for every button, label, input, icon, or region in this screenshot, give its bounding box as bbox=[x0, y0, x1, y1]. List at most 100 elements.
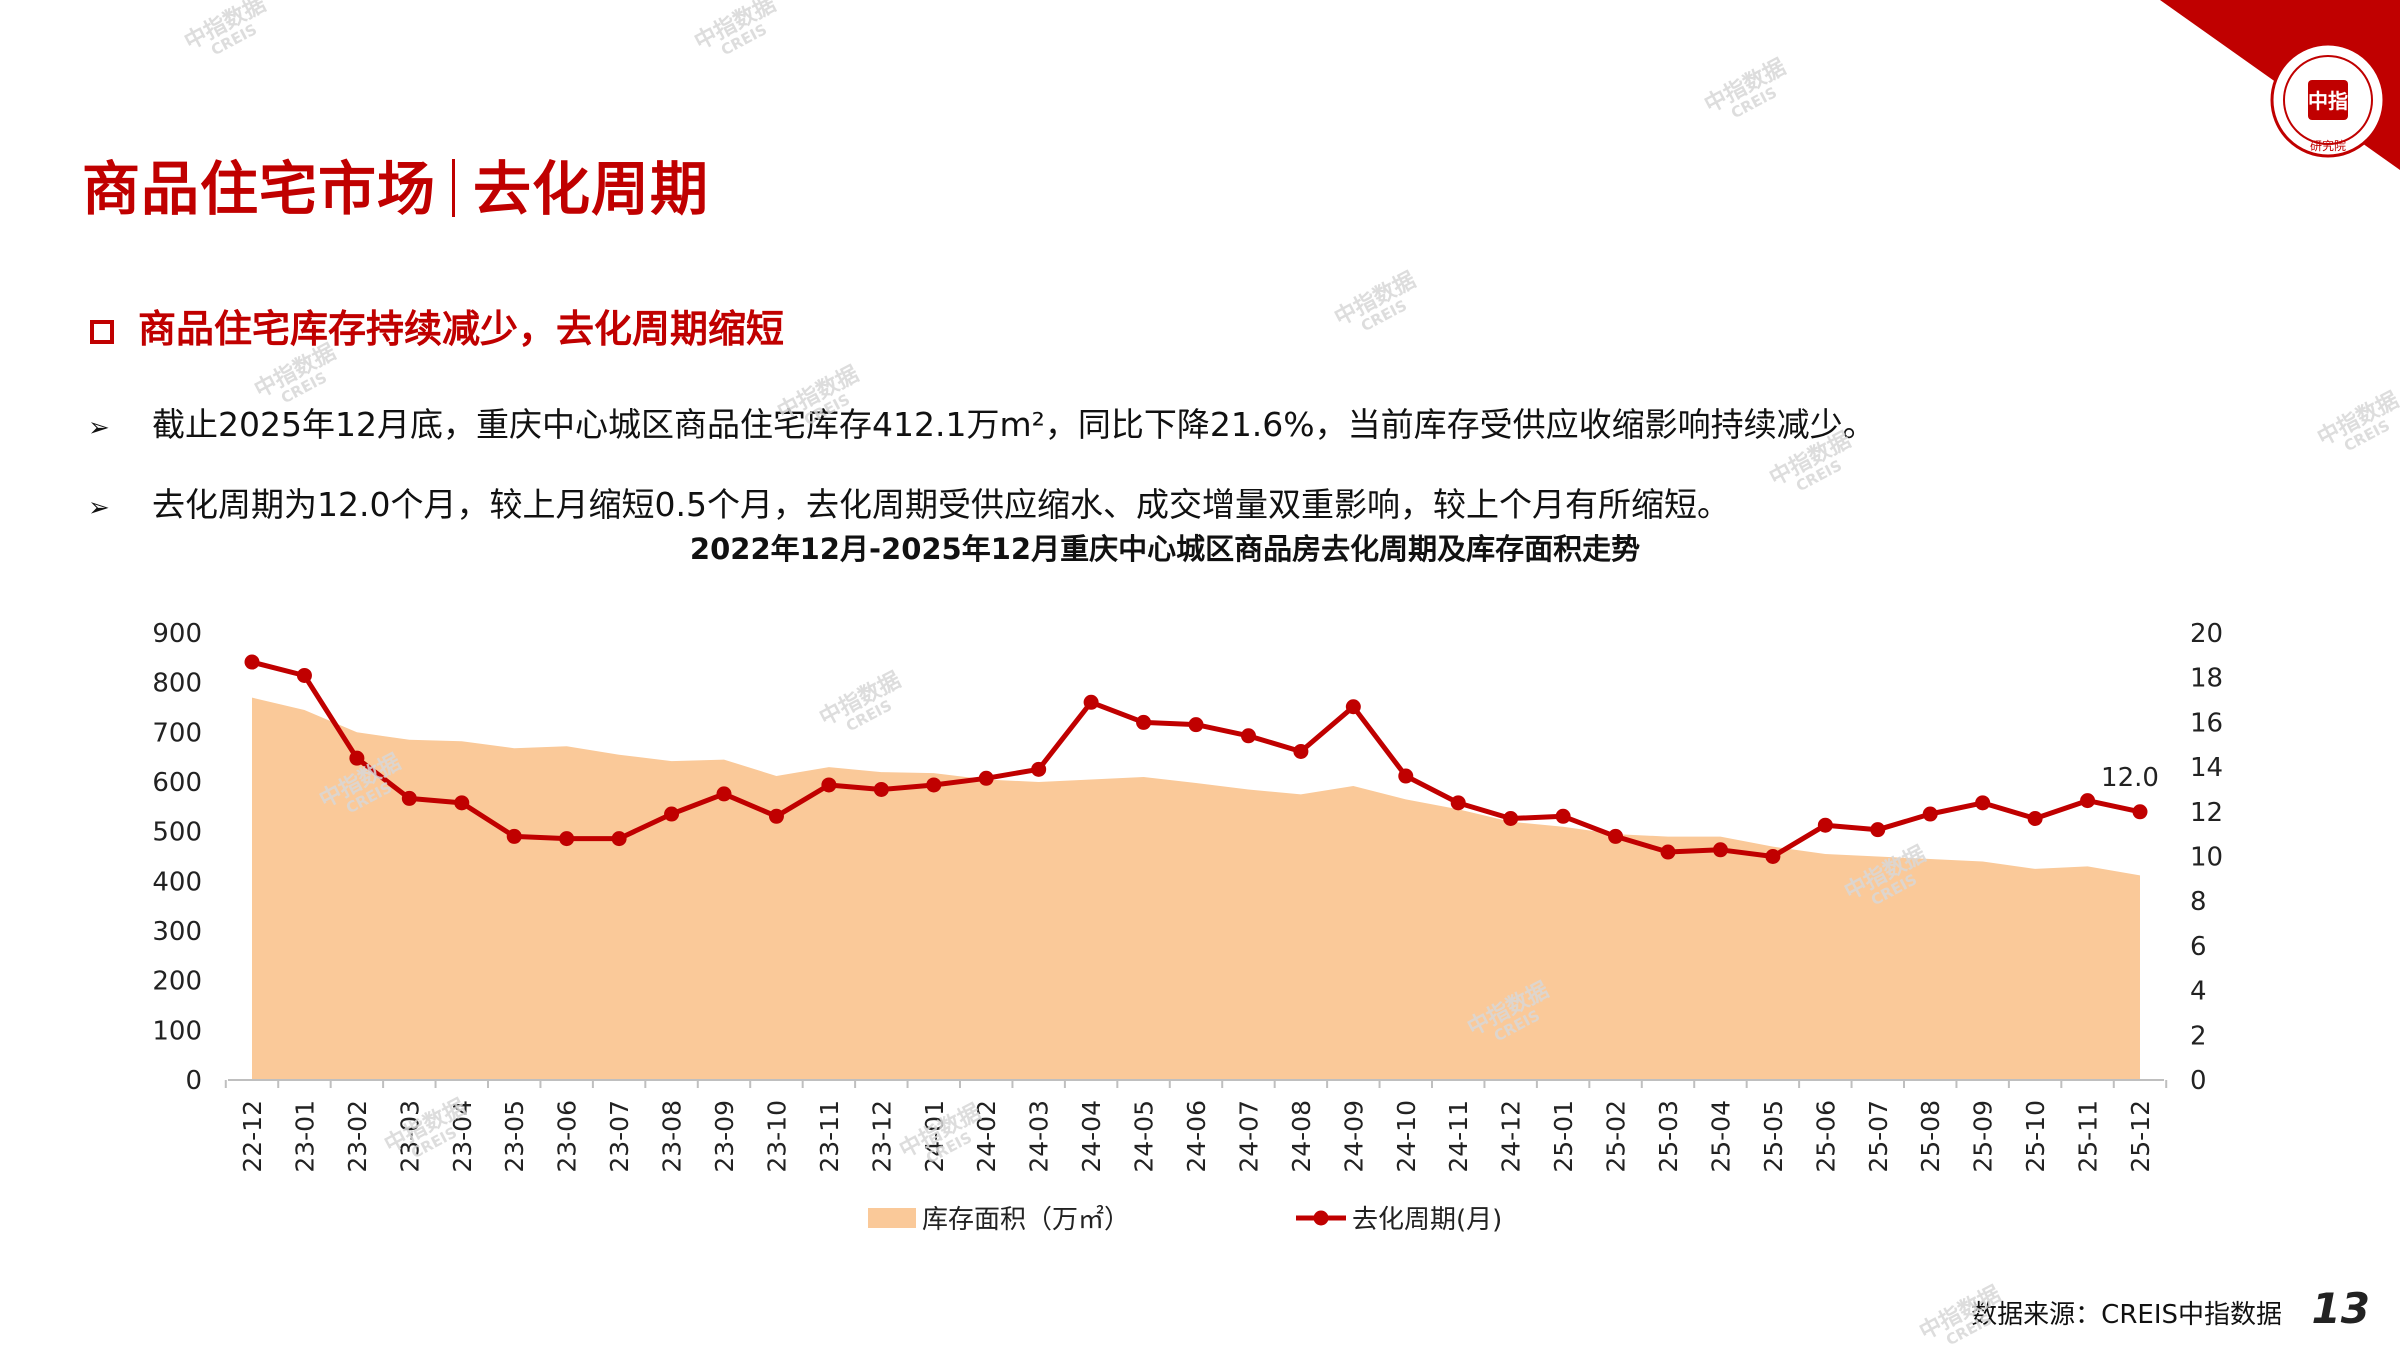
x-tick-label: 24-01 bbox=[920, 1100, 949, 1173]
x-tick-label: 25-04 bbox=[1706, 1100, 1735, 1173]
brand-seal-center: 中指 bbox=[2308, 89, 2348, 113]
y-left-tick-label: 0 bbox=[185, 1066, 202, 1096]
source-note: 数据来源：CREIS中指数据 bbox=[1971, 1300, 2282, 1330]
chart-title: 2022年12月-2025年12月重庆中心城区商品房去化周期及库存面积走势 bbox=[689, 532, 1641, 566]
x-tick-label: 23-03 bbox=[395, 1100, 424, 1173]
turnover-period-point bbox=[1503, 811, 1519, 827]
y-right-tick-label: 8 bbox=[2190, 887, 2207, 917]
y-right-tick-label: 12 bbox=[2190, 798, 2223, 828]
turnover-period-point bbox=[244, 654, 260, 670]
turnover-period-point bbox=[716, 786, 732, 802]
turnover-period-point bbox=[1922, 806, 1938, 822]
page-title: 商品住宅市场 去化周期 bbox=[82, 142, 709, 226]
x-tick-label: 25-07 bbox=[1864, 1100, 1893, 1173]
y-left-tick-label: 200 bbox=[152, 967, 202, 997]
x-tick-label: 25-06 bbox=[1811, 1100, 1840, 1173]
x-tick-label: 24-05 bbox=[1130, 1100, 1159, 1173]
arrow-bullet-icon: ➢ bbox=[88, 493, 110, 523]
x-tick-label: 25-08 bbox=[1916, 1100, 1945, 1173]
y-right-tick-label: 10 bbox=[2190, 843, 2223, 873]
legend-area-label: 库存面积（万㎡） bbox=[922, 1205, 1130, 1235]
legend-line-marker bbox=[1313, 1210, 1329, 1226]
x-tick-label: 24-11 bbox=[1444, 1100, 1473, 1173]
x-tick-label: 23-08 bbox=[658, 1100, 687, 1173]
x-tick-label: 22-12 bbox=[238, 1100, 267, 1173]
turnover-period-point bbox=[1345, 699, 1361, 715]
x-tick-label: 23-05 bbox=[500, 1100, 529, 1173]
turnover-period-point bbox=[1450, 795, 1466, 811]
title-divider bbox=[452, 159, 456, 217]
turnover-period-point bbox=[1608, 828, 1624, 844]
data-label-last: 12.0 bbox=[2101, 763, 2159, 793]
x-tick-label: 23-10 bbox=[762, 1100, 791, 1173]
x-tick-label: 23-12 bbox=[867, 1100, 896, 1173]
turnover-period-point bbox=[1136, 714, 1152, 730]
turnover-period-point bbox=[2080, 793, 2096, 809]
turnover-period-point bbox=[506, 828, 522, 844]
y-right-tick-label: 6 bbox=[2190, 932, 2207, 962]
y-left-tick-label: 600 bbox=[152, 768, 202, 798]
page-title-right: 去化周期 bbox=[473, 155, 710, 223]
x-tick-label: 24-08 bbox=[1287, 1100, 1316, 1173]
x-tick-label: 25-09 bbox=[1969, 1100, 1998, 1173]
turnover-period-point bbox=[1765, 849, 1781, 864]
turnover-period-point bbox=[454, 795, 470, 811]
y-left-tick-label: 800 bbox=[152, 669, 202, 699]
x-tick-label: 25-01 bbox=[1549, 1100, 1578, 1173]
section-subheading: 商品住宅库存持续减少，去化周期缩短 bbox=[90, 298, 784, 353]
turnover-period-point bbox=[1712, 842, 1728, 858]
y-right-tick-label: 14 bbox=[2190, 753, 2223, 783]
page-number: 13 bbox=[2311, 1284, 2370, 1333]
x-tick-label: 24-10 bbox=[1392, 1100, 1421, 1173]
y-left-tick-label: 400 bbox=[152, 867, 202, 897]
turnover-period-point bbox=[1870, 822, 1886, 838]
y-left-tick-label: 100 bbox=[152, 1016, 202, 1046]
x-tick-label: 25-11 bbox=[2074, 1100, 2103, 1173]
turnover-period-point bbox=[768, 808, 784, 824]
y-right-tick-label: 0 bbox=[2190, 1066, 2207, 1096]
y-left-tick-label: 900 bbox=[152, 619, 202, 649]
x-tick-label: 25-02 bbox=[1602, 1100, 1631, 1173]
brand-corner-logo: 中指 研究院 bbox=[2160, 0, 2400, 170]
turnover-period-point bbox=[2027, 811, 2043, 827]
bullet-item: ➢ 截止2025年12月底，重庆中心城区商品住宅库存412.1万m²，同比下降21… bbox=[88, 398, 1876, 446]
x-tick-label: 24-02 bbox=[972, 1100, 1001, 1173]
bullet-text: 去化周期为12.0个月，较上月缩短0.5个月，去化周期受供应缩水、成交增量双重影… bbox=[152, 485, 1730, 524]
y-left-tick-label: 500 bbox=[152, 818, 202, 848]
turnover-period-point bbox=[926, 777, 942, 793]
turnover-period-point bbox=[664, 806, 680, 822]
turnover-period-point bbox=[1188, 717, 1204, 733]
turnover-period-point bbox=[349, 750, 365, 766]
y-left-tick-label: 300 bbox=[152, 917, 202, 947]
turnover-period-point bbox=[401, 790, 417, 806]
x-tick-label: 23-09 bbox=[710, 1100, 739, 1173]
x-tick-label: 23-01 bbox=[290, 1100, 319, 1173]
turnover-period-point bbox=[1240, 728, 1256, 744]
x-tick-label: 23-07 bbox=[605, 1100, 634, 1173]
turnover-period-point bbox=[1083, 694, 1099, 710]
turnover-period-point bbox=[559, 831, 575, 847]
turnover-period-point bbox=[1293, 743, 1309, 759]
x-tick-label: 24-04 bbox=[1077, 1100, 1106, 1173]
x-tick-label: 25-05 bbox=[1759, 1100, 1788, 1173]
x-tick-label: 24-07 bbox=[1234, 1100, 1263, 1173]
turnover-period-point bbox=[1555, 808, 1571, 824]
y-right-tick-label: 16 bbox=[2190, 708, 2223, 738]
turnover-period-point bbox=[2132, 804, 2148, 820]
y-right-tick-label: 20 bbox=[2190, 619, 2223, 649]
y-right-tick-label: 4 bbox=[2190, 977, 2207, 1007]
x-tick-label: 23-06 bbox=[553, 1100, 582, 1173]
subheading-text: 商品住宅库存持续减少，去化周期缩短 bbox=[138, 307, 785, 351]
x-tick-label: 25-10 bbox=[2021, 1100, 2050, 1173]
turnover-period-point bbox=[873, 781, 889, 797]
x-tick-label: 25-03 bbox=[1654, 1100, 1683, 1173]
legend-area-swatch bbox=[868, 1208, 916, 1228]
brand-seal-bottom: 研究院 bbox=[2310, 138, 2346, 153]
turnover-period-point bbox=[1660, 844, 1676, 860]
x-tick-label: 23-11 bbox=[815, 1100, 844, 1173]
x-tick-label: 24-03 bbox=[1025, 1100, 1054, 1173]
page-title-left: 商品住宅市场 bbox=[82, 155, 437, 223]
y-right-tick-label: 18 bbox=[2190, 664, 2223, 694]
y-right-tick-label: 2 bbox=[2190, 1021, 2207, 1051]
turnover-period-point bbox=[611, 831, 627, 847]
